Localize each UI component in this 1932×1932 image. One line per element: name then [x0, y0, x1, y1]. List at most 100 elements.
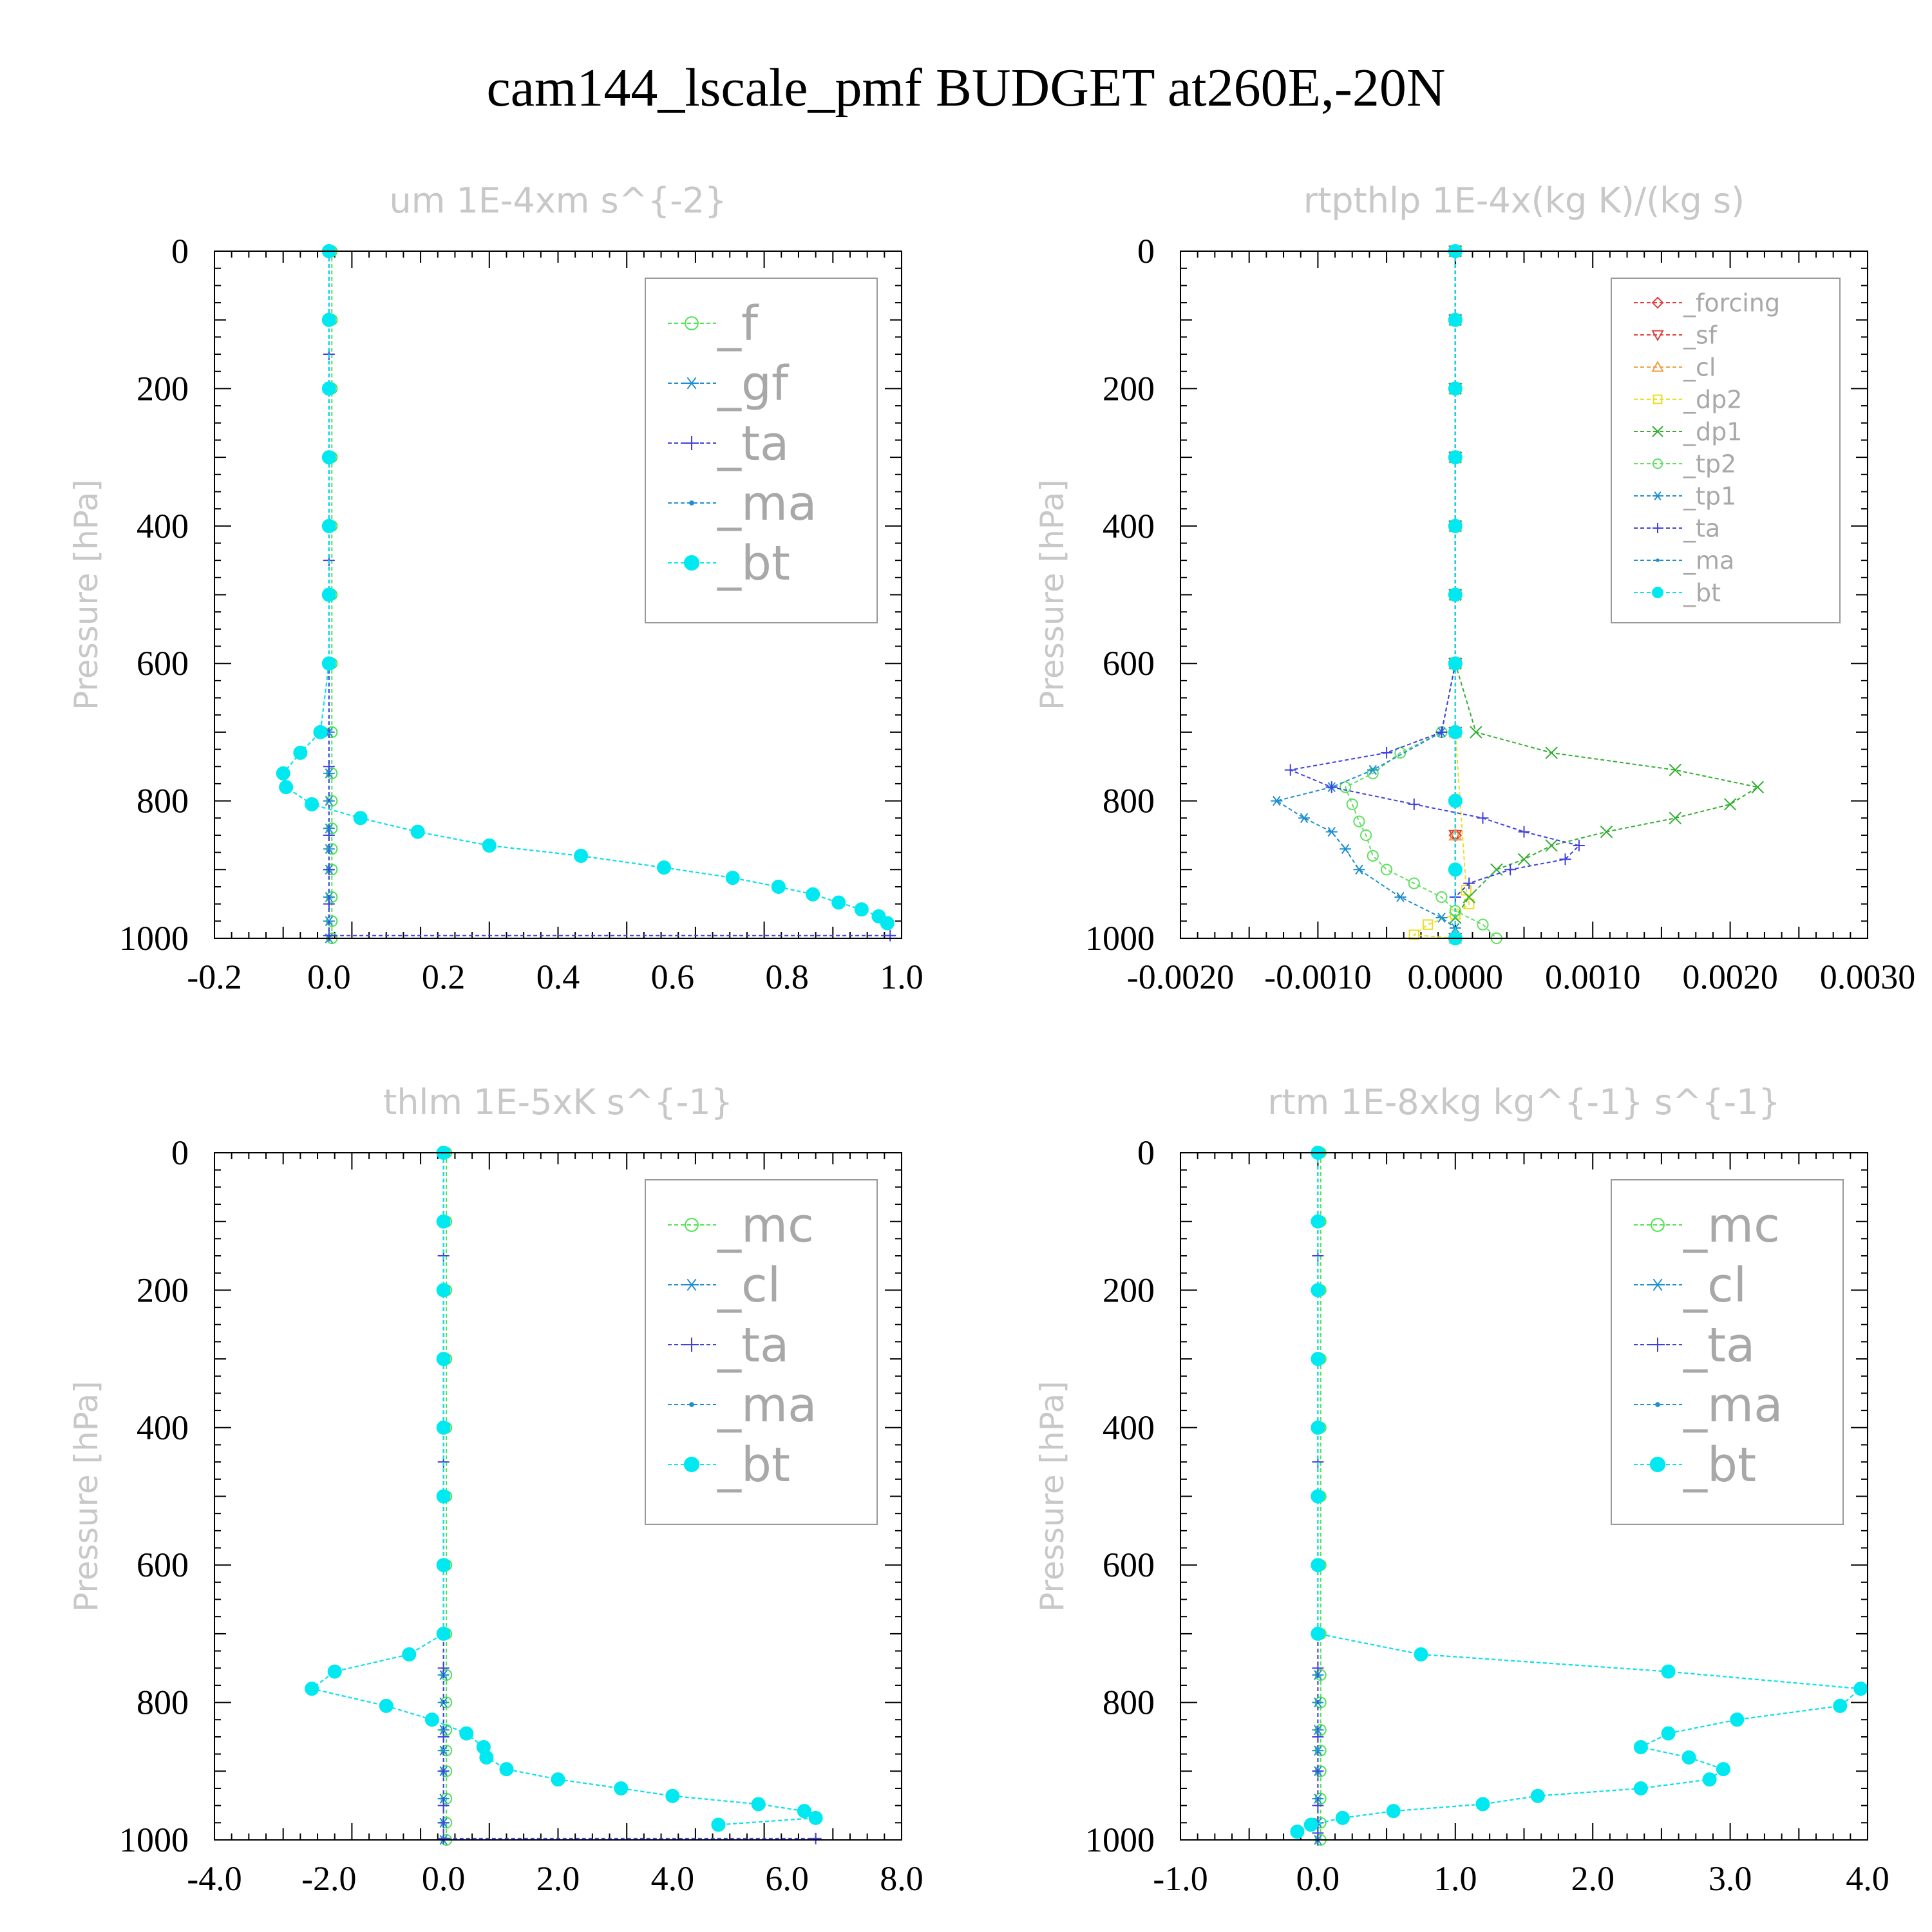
legend-entry: _sf — [1634, 321, 1718, 349]
bt-marker — [353, 811, 368, 826]
chart-panel-2: rtpthlp 1E-4x(kg K)/(kg s) Pressure [hPa]… — [1034, 180, 1915, 996]
bt-marker — [711, 1817, 726, 1832]
bt-marker — [574, 848, 589, 863]
bt-marker — [1290, 1824, 1305, 1839]
bt-marker — [1448, 381, 1463, 396]
x-tick-label: 0.2 — [422, 958, 466, 996]
legend-label: _bt — [1683, 578, 1721, 607]
bt-marker — [1448, 450, 1463, 465]
page-title: cam144_lscale_pmf BUDGET at260E,-20N — [486, 58, 1446, 118]
legend-label: _mc — [717, 1198, 814, 1253]
bt-marker — [1386, 1804, 1401, 1819]
bt-marker — [854, 902, 869, 917]
legend-entry: _ma — [1634, 546, 1734, 574]
bt-marker — [436, 1420, 451, 1435]
legend-entry: _bt — [668, 1437, 790, 1493]
bt-marker — [880, 916, 895, 931]
legend-entry: _cl — [1634, 353, 1716, 381]
chart-panel-4: rtm 1E-8xkg kg^{-1} s^{-1} Pressure [hPa]… — [1034, 1082, 1889, 1898]
bt-marker — [1448, 724, 1463, 739]
bt-marker — [1311, 1558, 1325, 1573]
bt-marker — [1681, 1750, 1696, 1765]
x-tick-label: -4.0 — [187, 1859, 242, 1898]
bt-marker — [808, 1810, 823, 1825]
legend-label: _bt — [717, 1437, 790, 1493]
legend-label: _cl — [1683, 353, 1716, 381]
y-axis-label: Pressure [hPa] — [1034, 479, 1071, 710]
bt-marker — [1414, 1647, 1428, 1662]
legend: _forcing _sf _cl _dp2 _dp1 _tp2 _tp1 _ta _ma _bt — [1611, 278, 1841, 623]
bt-marker — [683, 1456, 700, 1473]
plot-frame — [214, 251, 902, 939]
bt-marker — [321, 312, 336, 327]
bt-marker — [436, 1352, 451, 1367]
x-tick-label: 4.0 — [1846, 1859, 1889, 1898]
bt-marker — [831, 895, 846, 910]
bt-marker — [482, 838, 497, 853]
bt-marker — [751, 1797, 766, 1812]
legend-entry: _ma — [1634, 1378, 1783, 1433]
legend-entry: _gf — [668, 356, 790, 412]
panel-title: rtm 1E-8xkg kg^{-1} s^{-1} — [1267, 1082, 1781, 1122]
x-tick-label: 1.0 — [880, 958, 923, 996]
legend-label: _ta — [1683, 514, 1720, 542]
y-tick-label: 800 — [1103, 782, 1155, 820]
legend-label: _cl — [717, 1258, 781, 1313]
bt-marker — [1448, 312, 1463, 327]
bt-marker — [1335, 1810, 1350, 1825]
y-axis-label: Pressure [hPa] — [68, 1381, 105, 1612]
bt-marker — [1833, 1698, 1848, 1713]
x-tick-label: 0.6 — [651, 958, 695, 996]
y-tick-label: 600 — [137, 1546, 189, 1584]
bt-marker — [1448, 587, 1463, 602]
bt-marker — [797, 1804, 811, 1819]
bt-marker — [1730, 1712, 1745, 1727]
bt-marker — [551, 1772, 565, 1787]
y-axis-label: Pressure [hPa] — [68, 479, 105, 710]
legend-entry: _ta — [668, 416, 789, 471]
bt-marker — [1311, 1626, 1325, 1641]
legend-label: _sf — [1683, 321, 1718, 349]
bt-marker — [1716, 1762, 1730, 1777]
bt-marker — [1311, 1352, 1325, 1367]
bt-marker — [1661, 1726, 1676, 1741]
series-tp2 — [1339, 245, 1502, 945]
legend-label: _bt — [1683, 1437, 1756, 1493]
legend-entry: _ta — [1634, 1318, 1755, 1373]
bt-marker — [683, 554, 700, 571]
bt-marker — [771, 879, 786, 894]
legend-entry: _bt — [1634, 578, 1721, 607]
legend: _mc_cl_ta_ma_bt — [645, 1179, 878, 1525]
legend-label: _ta — [717, 416, 789, 471]
bt-marker — [1633, 1781, 1648, 1795]
series-line — [1288, 251, 1580, 898]
bt-marker — [1652, 587, 1663, 598]
y-tick-label: 1000 — [119, 919, 189, 958]
panel-title: rtpthlp 1E-4x(kg K)/(kg s) — [1303, 180, 1745, 221]
x-tick-label: -0.0020 — [1127, 958, 1234, 996]
bt-marker — [293, 745, 308, 760]
legend-label: _bt — [717, 536, 790, 591]
bt-marker — [1311, 1214, 1325, 1229]
legend-entry: _mc — [1634, 1198, 1780, 1253]
bt-marker — [459, 1726, 474, 1741]
legend-entry: _dp1 — [1634, 417, 1742, 446]
x-tick-label: 1.0 — [1434, 1859, 1477, 1898]
legend-entry: _cl — [668, 1258, 781, 1313]
bt-marker — [313, 724, 328, 739]
bt-marker — [499, 1762, 514, 1777]
bt-marker — [1702, 1772, 1717, 1787]
legend-label: _dp1 — [1683, 417, 1742, 446]
bt-marker — [1633, 1739, 1648, 1754]
bt-marker — [806, 887, 820, 902]
y-tick-label: 1000 — [1085, 1821, 1155, 1859]
legend-label: _ta — [717, 1318, 789, 1373]
x-tick-label: 0.0010 — [1545, 958, 1641, 996]
legend-label: _forcing — [1683, 289, 1780, 317]
x-tick-label: 4.0 — [651, 1859, 695, 1898]
chart-panel-3: thlm 1E-5xK s^{-1} Pressure [hPa] 0 200 400 6… — [68, 1082, 923, 1898]
legend-entry: _tp1 — [1634, 482, 1736, 510]
bt-marker — [436, 1626, 451, 1641]
bt-marker — [1530, 1788, 1545, 1803]
